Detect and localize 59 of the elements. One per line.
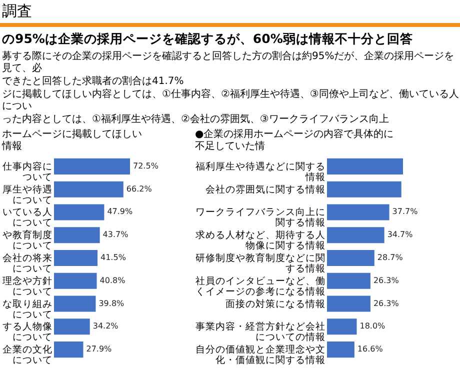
text: ジに掲載してほしい内容としては、①仕事内容、②福利厚生や待遇、③同僚や上司など、働いている人につい	[2, 89, 460, 113]
bar	[327, 181, 402, 198]
data-label: 37.7%	[392, 207, 418, 216]
y-tick-label: な取り組みについて	[2, 298, 52, 320]
y-tick-label: 事業内容・経営方針など会社についての情報	[196, 320, 326, 344]
data-label: 27.9%	[86, 344, 112, 354]
bar	[327, 342, 354, 358]
data-label: 34.2%	[92, 322, 119, 331]
bar	[327, 318, 357, 335]
y-tick-label: 企業の文化について	[2, 344, 52, 366]
data-label: 18.0%	[360, 322, 386, 331]
y-tick-label: いている人について	[2, 207, 52, 229]
bar	[54, 204, 104, 220]
bar	[54, 158, 130, 174]
data-label: 47.9%	[107, 207, 134, 216]
y-tick-label: ワークライフバランス向上に関する情報	[196, 206, 326, 229]
bar	[54, 250, 98, 266]
y-tick-label: 面接の対策になる情報	[226, 298, 326, 310]
data-label: 39.8%	[98, 298, 125, 308]
data-label: 16.6%	[357, 344, 384, 354]
text: 調査	[2, 2, 33, 21]
y-tick-label: 福利厚生や待遇などに関する情報	[196, 160, 326, 183]
y-tick-label: 会社の将来について	[2, 252, 52, 274]
y-tick-label: する人物像について	[2, 320, 52, 344]
bar	[54, 296, 96, 312]
bar	[54, 318, 90, 335]
data-label: 28.7%	[377, 253, 404, 262]
bar	[54, 272, 97, 289]
y-tick-label: 研修制度や教育制度などに関する情報	[196, 252, 326, 274]
y-tick-label: や教育制度について	[2, 229, 52, 252]
bar	[327, 296, 370, 312]
data-label: 72.5%	[133, 161, 159, 170]
data-label: 66.2%	[126, 184, 152, 194]
y-tick-label: 社員のインタビューなど、働くイメージの参考になる情報	[196, 274, 326, 298]
text: った内容としては、①福利厚生や待遇、②会社の雰囲気、③ワークライフバランス向上	[2, 114, 390, 126]
y-tick-label: 仕事内容について	[2, 160, 52, 183]
data-label: 34.7%	[387, 230, 414, 240]
y-tick-label: 自分の価値観と企業理念や文化・価値観に関する情報	[196, 344, 326, 366]
chart-title: ホームページに掲載してほしい情報	[1, 128, 142, 152]
data-label: 40.8%	[100, 276, 126, 285]
y-tick-label: 会社の雰囲気に関する情報	[206, 183, 326, 196]
bar	[327, 227, 384, 244]
bar	[327, 158, 403, 174]
text: 募する際にその企業の採用ページを確認すると回答した方の割合は約95%だが、企業の採用ページを見て、必	[2, 51, 456, 75]
data-label: 41.5%	[100, 253, 126, 262]
bar	[327, 250, 374, 266]
data-label: 43.7%	[102, 230, 129, 240]
text: できたと回答した求職者の割合は41.7%	[2, 76, 185, 88]
y-tick-label: 求める人材など、期待する人物像に関する情報	[196, 229, 326, 252]
y-tick-label: 厚生や待遇について	[2, 183, 52, 206]
text: の95%は企業の採用ページを確認するが、60%弱は情報不十分と回答	[2, 31, 414, 48]
bar	[54, 181, 124, 198]
y-tick-label: 理念や方針について	[2, 274, 52, 298]
bar	[327, 204, 390, 220]
data-label: 26.3%	[373, 298, 400, 308]
bar	[54, 227, 100, 244]
data-label: 26.3%	[373, 276, 400, 285]
bar	[54, 342, 84, 358]
bar	[327, 272, 370, 289]
